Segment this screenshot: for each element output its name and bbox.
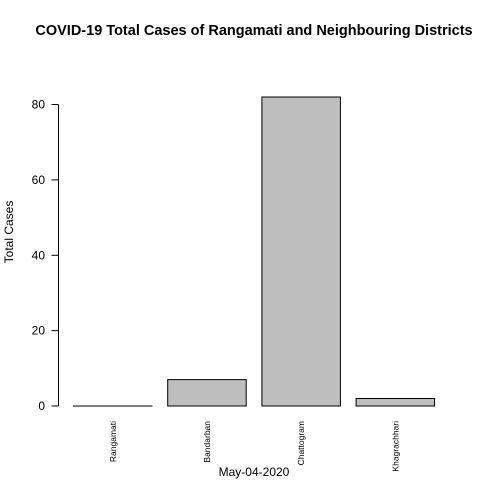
bar-bandarban [167,379,247,407]
x-tick-labels: Rangamati Bandarban Chattogram Khagrachhari [108,421,401,472]
y-tick-label: 20 [32,324,46,338]
bar-khagrachhari [355,397,436,407]
y-axis-label: Total Cases [2,201,16,264]
y-tick-label: 80 [32,98,46,112]
y-tick-label: 0 [38,399,45,413]
x-tick-label: Khagrachhari [390,421,400,472]
x-tick-label: Rangamati [108,421,118,462]
x-axis-label: May-04-2020 [219,465,290,479]
y-tick-label: 60 [32,173,46,187]
bars-group [73,96,436,407]
y-axis: 0 20 40 60 80 [32,98,59,413]
chart-title: COVID-19 Total Cases of Rangamati and Ne… [35,23,472,39]
x-tick-label: Bandarban [202,421,212,463]
bar-chattogram [261,96,341,407]
x-tick-label: Chattogram [296,421,306,465]
y-tick-label: 40 [32,248,46,262]
